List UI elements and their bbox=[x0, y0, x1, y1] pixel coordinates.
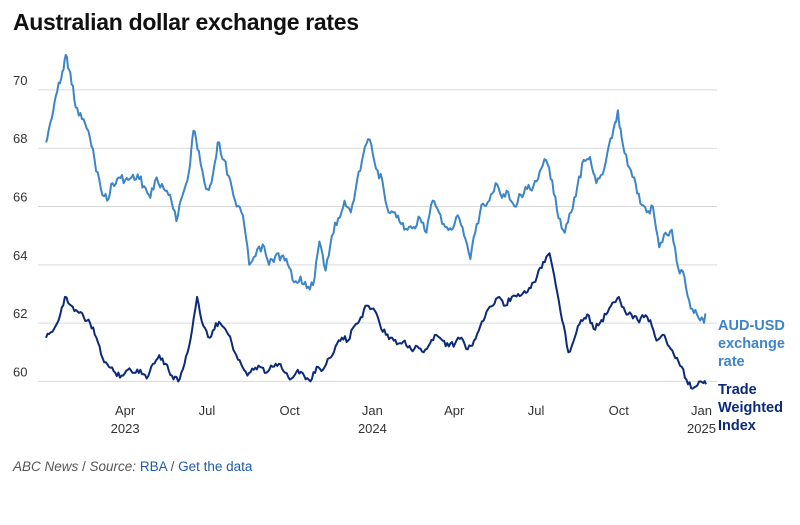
x-tick-year-label: 2023 bbox=[111, 421, 140, 436]
y-tick-label: 62 bbox=[13, 306, 27, 321]
get-the-data-link[interactable]: Get the data bbox=[178, 459, 253, 474]
y-tick-label: 70 bbox=[13, 73, 27, 88]
source-separator: / bbox=[78, 459, 90, 474]
source-rba-link[interactable]: RBA bbox=[139, 459, 167, 474]
series-label-line: rate bbox=[718, 354, 745, 370]
source-line: ABC News / Source: RBA / Get the data bbox=[13, 459, 252, 474]
series-label-line: Trade bbox=[718, 382, 757, 398]
x-tick-label: Jul bbox=[199, 403, 216, 418]
y-tick-label: 60 bbox=[13, 364, 27, 379]
x-tick-label: Jan bbox=[362, 403, 383, 418]
series-line-0 bbox=[45, 53, 707, 324]
publisher-name: ABC News bbox=[13, 459, 79, 474]
source-separator-2: / bbox=[166, 459, 179, 474]
x-tick-label: Oct bbox=[609, 403, 630, 418]
x-tick-label: Apr bbox=[444, 403, 465, 418]
x-axis-tick-labels: Apr 2023 Jul Oct Jan 2024 Apr Jul Oct Jan 2025 bbox=[111, 403, 716, 436]
series-lines bbox=[45, 53, 707, 390]
series-label-line: Index bbox=[718, 418, 756, 434]
chart-title: Australian dollar exchange rates bbox=[13, 9, 359, 35]
series-label-line: Weighted bbox=[718, 400, 783, 416]
series-label-line: AUD-USD bbox=[718, 318, 785, 334]
x-tick-year-label: 2025 bbox=[687, 421, 716, 436]
x-tick-label: Jul bbox=[528, 403, 545, 418]
x-tick-label: Jan bbox=[691, 403, 712, 418]
y-tick-label: 68 bbox=[13, 131, 27, 146]
y-axis-tick-labels: 60 62 64 66 68 70 bbox=[13, 73, 27, 380]
series-line-1 bbox=[45, 252, 707, 390]
series-labels: AUD-USD exchange rate Trade Weighted Index bbox=[718, 318, 785, 434]
gridlines bbox=[38, 89, 717, 382]
y-tick-label: 66 bbox=[13, 190, 27, 205]
source-label: Source: bbox=[89, 459, 137, 474]
x-tick-year-label: 2024 bbox=[358, 421, 387, 436]
x-tick-label: Oct bbox=[280, 403, 301, 418]
x-tick-label: Apr bbox=[115, 403, 136, 418]
series-label-line: exchange bbox=[718, 336, 785, 352]
y-tick-label: 64 bbox=[13, 248, 27, 263]
